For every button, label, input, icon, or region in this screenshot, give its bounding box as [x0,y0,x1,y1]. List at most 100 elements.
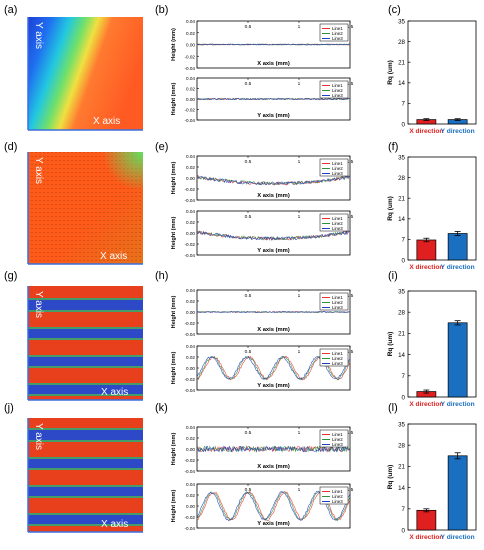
legend-label: Line2 [332,88,343,93]
line-chart-k-bottom: 0.04 0.02 0.00 -0.02 -0.04 0.5 1 1.5 Y axis (mm)… [171,482,354,531]
legend-label: Line3 [332,171,343,176]
y-tick-label: -0.02 [185,515,196,520]
panel-label-f: (f) [388,141,398,153]
x-tick-label: 0.5 [245,81,252,87]
x-tick-label: 1 [298,81,301,87]
x-axis-label: Y axis (mm) [257,113,290,119]
x-tick-label: 1 [298,430,301,436]
bar-y-direction [447,322,468,398]
series-line-line3 [196,175,351,186]
line-chart-b-top: 0.04 0.02 0.00 -0.02 -0.04 0.5 1 1.5 X axis (mm)… [171,19,354,71]
legend-label: Line3 [332,93,343,98]
legend-label: Line1 [332,26,343,31]
y-tick-label: 14 [398,80,405,87]
y-tick-label: -0.04 [185,332,196,337]
category-label: X direction [409,401,443,408]
category-label: Y direction [441,401,475,408]
legend-label: Line2 [332,494,343,499]
bar-x-direction [416,509,437,531]
y-tick-label: -0.04 [185,253,196,258]
x-tick-label: 0.5 [245,214,252,220]
y-tick-label: 0.02 [186,31,195,36]
surface-image-a: X axis Y axis [27,17,143,131]
legend-label: Line1 [332,161,343,166]
series-line-line3 [196,311,351,313]
category-label: X direction [409,534,443,541]
y-axis-label: Height (mm) [171,433,177,466]
y-tick-label: 7 [402,101,406,108]
y-tick-label: -0.02 [185,187,196,192]
x-axis-label: X axis (mm) [257,327,290,333]
y-tick-label: 28 [398,443,405,450]
y-tick-label: 0.04 [186,209,195,214]
series-line-line3 [196,43,351,46]
y-tick-label: 14 [398,352,405,359]
x-axis-label: Y axis (mm) [257,248,290,254]
y-tick-label: 0 [402,257,406,264]
y-tick-label: 0.00 [186,97,195,102]
x-axis-label: X axis (mm) [257,464,290,470]
panel-label-g: (g) [4,270,17,282]
y-tick-label: 7 [402,237,406,244]
legend-label: Line1 [332,83,343,88]
legend-label: Line1 [332,489,343,494]
panel-label-j: (j) [4,402,14,414]
y-tick-label: -0.02 [185,54,196,59]
category-label: X direction [409,128,443,135]
line-chart-e-top: 0.04 0.02 0.00 -0.02 -0.04 0.5 1 1.5 X axis (mm)… [171,154,354,203]
panel-label-c: (c) [388,4,401,16]
line-chart-k-top: 0.04 0.02 0.00 -0.02 -0.04 0.5 1 1.5 X axis (mm)… [171,425,354,474]
x-tick-label: 1 [298,214,301,220]
image-d-x-label: X axis [100,251,127,262]
panel-label-a: (a) [4,4,17,16]
y-axis-label: Height (mm) [171,352,177,385]
y-tick-label: -0.04 [185,66,196,71]
bar-y-direction [447,455,468,531]
line-chart-h-top: 0.04 0.02 0.00 -0.02 -0.04 0.5 1 1.5 X axis (mm)… [171,288,354,337]
y-tick-label: -0.02 [185,242,196,247]
y-tick-label: 0 [402,394,406,401]
legend-label: Line3 [332,305,343,310]
y-tick-label: 28 [398,310,405,317]
y-tick-label: 0.02 [186,436,195,441]
x-tick-label: 1.5 [347,214,354,220]
legend-label: Line1 [332,432,343,437]
x-axis-label: X axis (mm) [257,193,290,199]
image-j-y-label: Y axis [33,423,44,450]
image-d-y-label: Y axis [33,157,44,184]
legend-label: Line3 [332,36,343,41]
x-axis-label: Y axis (mm) [257,383,290,389]
y-tick-label: 0.04 [186,76,195,81]
bar-x-direction [416,239,437,261]
y-tick-label: -0.04 [185,469,196,474]
y-tick-label: 14 [398,216,405,223]
line-chart-h-bottom: 0.04 0.02 0.00 -0.02 -0.04 0.5 1 1.5 Y axis (mm)… [171,344,354,393]
y-tick-label: 0.04 [186,344,195,349]
y-axis-label: Rq (um) [387,196,394,221]
y-tick-label: 0 [402,121,406,128]
legend-label: Line1 [332,216,343,221]
y-tick-label: 0.00 [186,366,195,371]
x-tick-label: 0.5 [245,293,252,299]
x-tick-label: 1.5 [347,81,354,87]
image-g-y-label: Y axis [33,291,44,318]
legend-label: Line1 [332,295,343,300]
y-tick-label: 14 [398,485,405,492]
y-tick-label: 0.00 [186,504,195,509]
line-chart-b-bottom: 0.04 0.02 0.00 -0.02 -0.04 0.5 1 1.5 Y axis (mm)… [171,76,354,123]
y-tick-label: 21 [398,196,405,203]
line-chart-e-bottom: 0.04 0.02 0.00 -0.02 -0.04 0.5 1 1.5 Y axis (mm)… [171,209,354,258]
x-axis-label: X axis (mm) [257,61,290,67]
legend-label: Line2 [332,221,343,226]
x-tick-label: 1 [298,293,301,299]
image-g-x-label: X axis [101,387,128,398]
category-label: Y direction [441,264,475,271]
bar-y-direction [447,233,468,261]
y-tick-label: 0.02 [186,220,195,225]
x-tick-label: 1.5 [347,24,354,30]
y-axis-label: Rq (um) [387,465,394,490]
legend-label: Line3 [332,499,343,504]
x-axis-label: Y axis (mm) [257,521,290,527]
